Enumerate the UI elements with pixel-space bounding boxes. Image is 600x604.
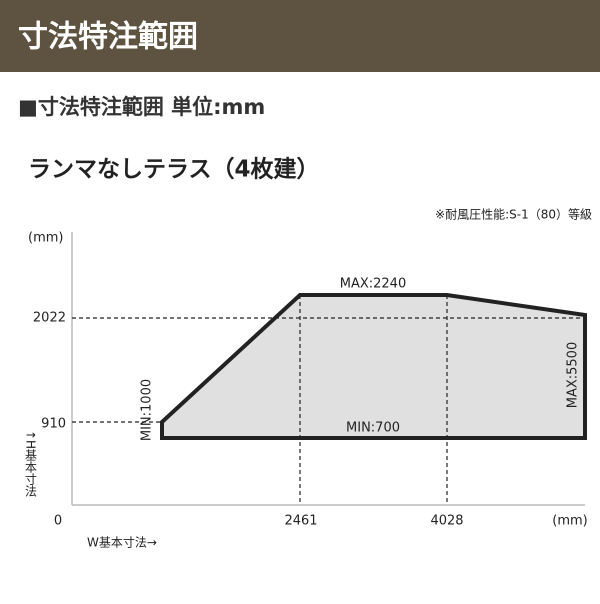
header-title: 寸法特注範囲 xyxy=(18,20,198,55)
x-tick-label: 2461 xyxy=(284,514,317,529)
note: ※耐風圧性能:S-1（80）等級 xyxy=(435,208,592,222)
header-bar xyxy=(0,0,600,72)
range-area xyxy=(160,293,587,440)
y-axis-label: ↑H基本寸法 xyxy=(24,430,38,497)
min-height-label: MIN:700 xyxy=(346,421,400,436)
y-tick-label: 2022 xyxy=(33,311,66,326)
max-height-label: MAX:2240 xyxy=(340,277,406,292)
min-width-label: MIN:1000 xyxy=(140,379,155,441)
x-axis-label: W基本寸法→ xyxy=(87,536,157,550)
section-title: ■寸法特注範囲 単位:mm xyxy=(18,95,265,119)
max-width-label: MAX:5500 xyxy=(566,342,581,408)
y-unit: (mm) xyxy=(28,231,63,246)
x-tick-label: 4028 xyxy=(430,514,463,529)
y-tick-label: 910 xyxy=(41,417,66,432)
diagram-title: ランマなしテラス（4枚建） xyxy=(28,156,320,183)
origin-label: 0 xyxy=(54,514,62,529)
guide-lines xyxy=(72,295,585,505)
x-unit: (mm) xyxy=(552,514,587,529)
